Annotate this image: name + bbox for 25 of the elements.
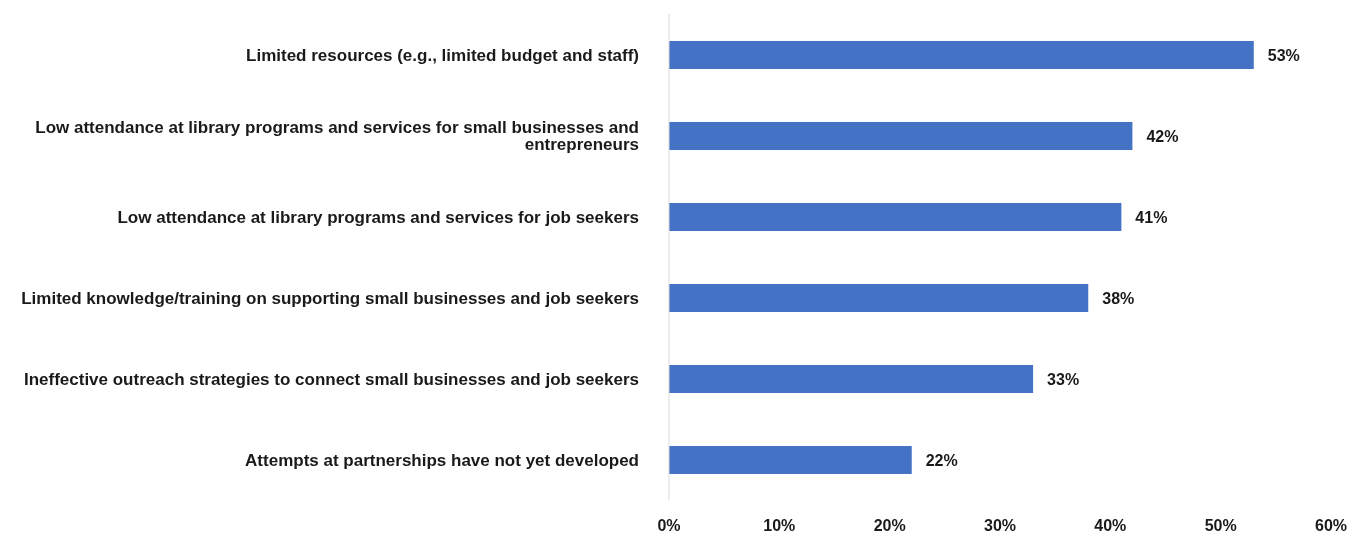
x-tick-label: 40% [1094, 517, 1127, 535]
bar [669, 446, 912, 474]
data-label: 22% [925, 451, 958, 469]
data-label: 38% [1102, 289, 1135, 307]
data-label: 41% [1135, 208, 1168, 226]
x-tick-label: 30% [983, 517, 1017, 535]
y-tick-label: Low attendance at library programs and services for job seekers [117, 207, 639, 227]
bar [669, 122, 1133, 150]
x-tick-label: 20% [873, 517, 906, 535]
y-tick-label: Limited knowledge/training on supporting small businesses and job seekers [21, 288, 639, 308]
bar [669, 365, 1034, 393]
y-tick-label: Attempts at partnerships have not yet developed [245, 450, 639, 470]
data-label: 53% [1267, 46, 1300, 64]
bar [669, 203, 1122, 231]
y-tick-label: Limited resources (e.g., limited budget and staff) [246, 45, 639, 65]
data-label: 33% [1047, 370, 1080, 388]
x-tick-label: 50% [1204, 517, 1237, 535]
x-tick-label: 10% [763, 517, 796, 535]
data-label: 42% [1146, 127, 1179, 145]
y-tick-label: Ineffective outreach strategies to connect small businesses and job seekers [23, 369, 639, 389]
x-tick-label: 0% [657, 517, 681, 535]
x-tick-label: 60% [1314, 517, 1348, 535]
bar [669, 284, 1089, 312]
y-tick-label: Low attendance at library programs and services for small businesses and entrepreneurs [35, 118, 639, 155]
bar [669, 41, 1254, 69]
